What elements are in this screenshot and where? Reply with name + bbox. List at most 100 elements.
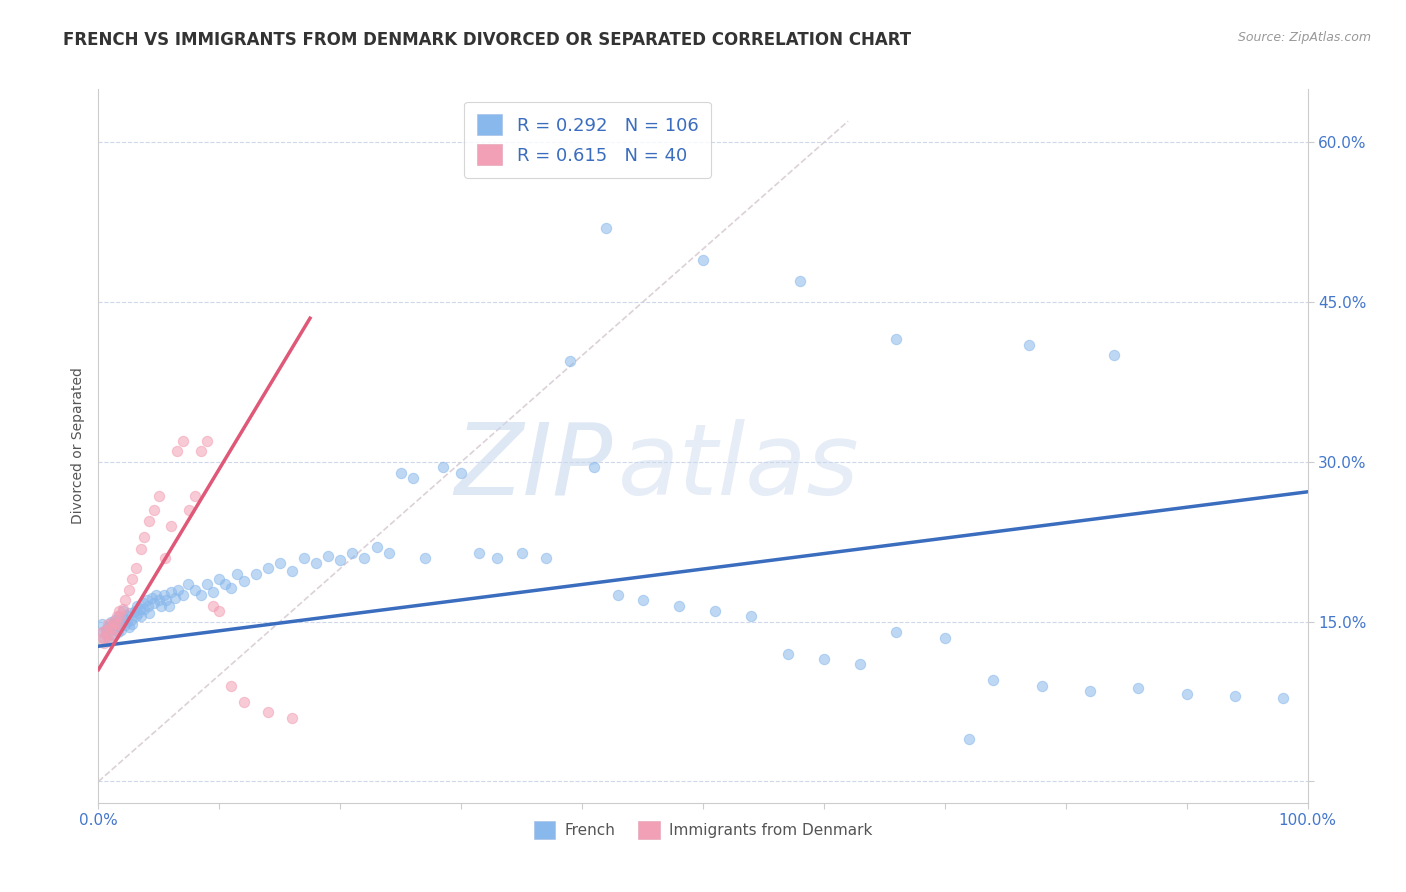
Point xyxy=(160,519,183,533)
Point xyxy=(91,616,114,631)
Point xyxy=(195,434,218,448)
Point xyxy=(143,596,166,610)
Point xyxy=(112,611,135,625)
Point xyxy=(329,553,352,567)
Point xyxy=(136,599,159,613)
Point xyxy=(202,585,225,599)
Point xyxy=(115,608,138,623)
Point xyxy=(152,588,174,602)
Point xyxy=(94,624,117,638)
Point xyxy=(184,582,207,597)
Point xyxy=(96,627,118,641)
Point xyxy=(886,333,908,347)
Point xyxy=(108,616,131,631)
Point xyxy=(214,577,236,591)
Point xyxy=(96,627,118,641)
Point xyxy=(148,593,170,607)
Point xyxy=(1031,679,1053,693)
Point xyxy=(1272,691,1295,706)
Point xyxy=(91,625,114,640)
Point xyxy=(118,606,141,620)
Point xyxy=(776,647,799,661)
Point xyxy=(402,471,425,485)
Point xyxy=(125,609,148,624)
Point xyxy=(595,220,617,235)
Text: ZIP: ZIP xyxy=(454,419,613,516)
Point xyxy=(1078,684,1101,698)
Point xyxy=(91,631,114,645)
Point xyxy=(100,627,122,641)
Point xyxy=(128,602,150,616)
Point xyxy=(150,599,173,613)
Point xyxy=(813,652,835,666)
Point xyxy=(103,627,125,641)
Point xyxy=(94,624,117,638)
Point xyxy=(1102,349,1125,363)
Point xyxy=(232,574,254,589)
Point xyxy=(163,591,186,606)
Point xyxy=(305,556,328,570)
Point xyxy=(124,604,146,618)
Point xyxy=(125,561,148,575)
Point xyxy=(510,545,533,559)
Point xyxy=(184,489,207,503)
Point xyxy=(353,550,375,565)
Text: atlas: atlas xyxy=(619,419,860,516)
Point xyxy=(148,489,170,503)
Point xyxy=(138,514,160,528)
Point xyxy=(118,582,141,597)
Point xyxy=(208,572,231,586)
Point xyxy=(93,636,115,650)
Point xyxy=(195,577,218,591)
Point xyxy=(1175,687,1198,701)
Point xyxy=(468,545,491,559)
Point xyxy=(1018,338,1040,352)
Point xyxy=(108,604,131,618)
Point xyxy=(101,615,124,629)
Point xyxy=(190,588,212,602)
Point xyxy=(167,582,190,597)
Point xyxy=(172,588,194,602)
Point xyxy=(132,596,155,610)
Point xyxy=(631,593,654,607)
Point xyxy=(316,549,339,563)
Point xyxy=(108,609,131,624)
Point xyxy=(104,616,127,631)
Point xyxy=(190,444,212,458)
Point xyxy=(114,593,136,607)
Point xyxy=(91,625,114,640)
Point xyxy=(226,566,249,581)
Point xyxy=(704,604,727,618)
Point xyxy=(143,503,166,517)
Point xyxy=(97,620,120,634)
Point xyxy=(450,466,472,480)
Point xyxy=(221,581,243,595)
Point xyxy=(157,599,180,613)
Point xyxy=(121,616,143,631)
Text: FRENCH VS IMMIGRANTS FROM DENMARK DIVORCED OR SEPARATED CORRELATION CHART: FRENCH VS IMMIGRANTS FROM DENMARK DIVORC… xyxy=(63,31,911,49)
Point xyxy=(141,591,163,606)
Point xyxy=(432,460,454,475)
Point xyxy=(668,599,690,613)
Point xyxy=(208,604,231,618)
Point xyxy=(366,540,388,554)
Point xyxy=(607,588,630,602)
Point xyxy=(134,529,156,543)
Point xyxy=(155,593,177,607)
Point xyxy=(413,550,436,565)
Point xyxy=(179,503,201,517)
Point xyxy=(138,606,160,620)
Legend: French, Immigrants from Denmark: French, Immigrants from Denmark xyxy=(527,815,879,845)
Point xyxy=(111,602,134,616)
Point xyxy=(98,634,121,648)
Point xyxy=(97,616,120,631)
Point xyxy=(934,631,956,645)
Point xyxy=(281,564,304,578)
Point xyxy=(93,631,115,645)
Point xyxy=(105,609,128,624)
Point xyxy=(281,710,304,724)
Point xyxy=(849,657,872,672)
Point xyxy=(105,619,128,633)
Point xyxy=(166,444,188,458)
Point xyxy=(377,545,399,559)
